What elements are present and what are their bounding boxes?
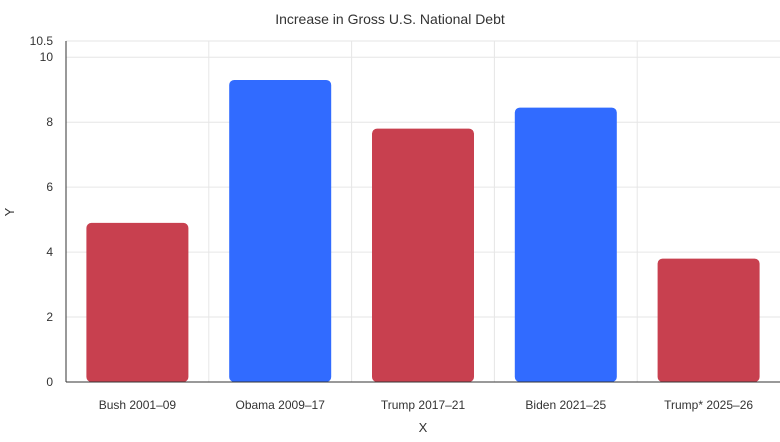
x-tick-label: Biden 2021–25 [525, 398, 606, 412]
bars [86, 79, 760, 383]
y-tick-label: 10.5 [30, 34, 54, 48]
bar [657, 258, 760, 382]
chart-title: Increase in Gross U.S. National Debt [275, 11, 505, 27]
bar [229, 79, 332, 382]
y-tick-label: 2 [46, 310, 53, 324]
bar [514, 107, 617, 383]
x-tick-label: Bush 2001–09 [99, 398, 177, 412]
x-axis-label: X [419, 420, 428, 435]
y-tick-label: 10 [40, 50, 54, 64]
bar [372, 128, 474, 382]
y-axis-label: Y [2, 207, 17, 216]
x-tick-label: Trump 2017–21 [381, 398, 466, 412]
y-tick-labels: 0 2 4 6 8 10 10.5 [30, 34, 54, 389]
x-tick-labels: Bush 2001–09 Obama 2009–17 Trump 2017–21 Bi… [99, 398, 754, 412]
y-tick-label: 4 [46, 245, 53, 259]
bar [86, 222, 189, 382]
y-tick-label: 6 [46, 180, 53, 194]
x-tick-label: Obama 2009–17 [235, 398, 325, 412]
y-tick-label: 0 [46, 375, 53, 389]
x-tick-label: Trump* 2025–26 [664, 398, 753, 412]
axes [65, 41, 780, 383]
y-tick-label: 8 [46, 115, 53, 129]
